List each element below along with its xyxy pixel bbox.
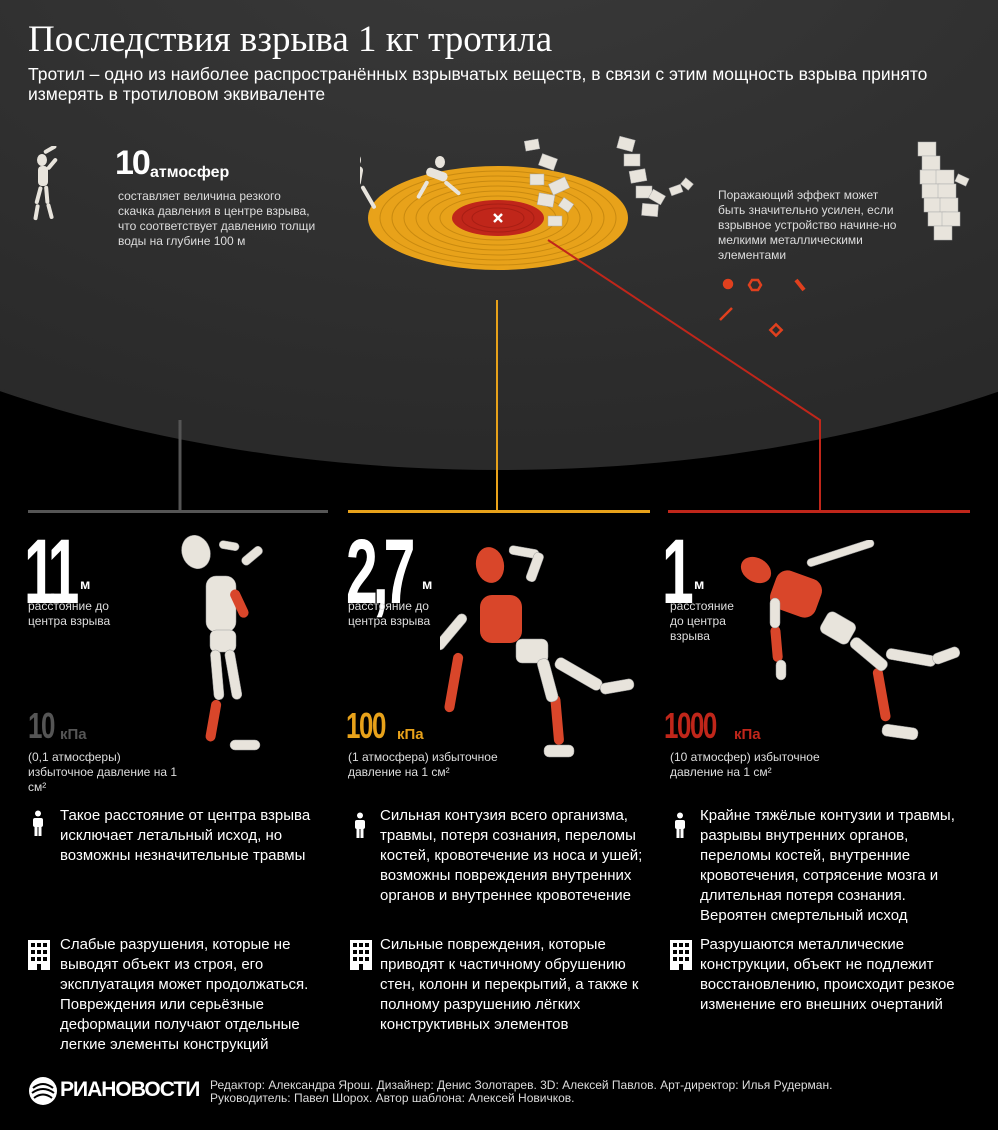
blast-center-marker <box>493 213 503 223</box>
center-pressure-unit: атмосфер <box>150 164 230 181</box>
center-pressure-description: составляет величина резкого скачка давле… <box>118 189 316 248</box>
connector-lines <box>178 239 821 512</box>
nut-fragment-icon <box>747 278 763 292</box>
col1-human-effect: Такое расстояние от центра взрыва исключ… <box>60 807 311 864</box>
col1-building-icon <box>28 940 50 970</box>
col1-distance: 11 <box>24 521 79 623</box>
col2-pressure-unit: кПа <box>397 726 424 743</box>
col1-building-effect: Слабые разрушения, которые не выводят об… <box>60 936 309 1053</box>
column-3-line <box>668 510 970 513</box>
enhancement-description: Поражающий эффект может быть значительно… <box>718 188 897 262</box>
debris-blocks <box>523 135 694 227</box>
washer-fragment-icon <box>768 322 784 338</box>
col3-pressure-unit: кПа <box>734 726 761 743</box>
col2-building-effect: Сильные повреждения, которые приводят к … <box>380 936 639 1033</box>
explosion-rings-diagram <box>360 135 694 270</box>
col3-distance: 1 <box>662 521 694 623</box>
page-subtitle: Тротил – одно из наиболее распространённ… <box>28 64 928 104</box>
col1-distance-unit: м <box>80 576 91 592</box>
col3-distance-unit: м <box>694 576 705 592</box>
col1-person-icon <box>33 810 43 836</box>
col2-distance-unit: м <box>422 576 433 592</box>
col2-distance: 2,7 <box>346 521 415 623</box>
col3-person-icon <box>675 812 685 838</box>
col3-pressure-desc: (10 атмосфер) избыточное давление на 1 с… <box>670 750 820 779</box>
col2-pressure-desc: (1 атмосфера) избыточное давление на 1 с… <box>348 750 498 779</box>
col2-distance-label: расстояние до центра взрыва <box>348 599 431 628</box>
col1-pressure-desc: (0,1 атмосферы) избыточное давление на 1… <box>28 750 177 794</box>
bolt-fragment-icon <box>794 278 806 292</box>
ria-logo-icon <box>29 1077 57 1105</box>
page-title: Последствия взрыва 1 кг тротила <box>28 19 553 60</box>
col3-building-effect: Разрушаются металлические конструкции, о… <box>700 936 955 1013</box>
col2-human-effect: Сильная контузия всего организма, травмы… <box>380 807 643 904</box>
col3-pressure: 1000 <box>664 705 717 746</box>
ring-figure-standing <box>360 156 376 209</box>
col1-pressure: 10 <box>28 705 55 746</box>
col2-building-icon <box>350 940 372 970</box>
column-1-line <box>28 510 328 513</box>
small-figure-icon <box>33 146 58 221</box>
nail-fragment-icon <box>719 307 733 321</box>
wall-icon <box>917 141 970 241</box>
col2-pressure: 100 <box>346 705 386 746</box>
column-2-line <box>348 510 650 513</box>
center-pressure-value: 10 <box>115 144 151 182</box>
ria-logo-text: РИАНОВОСТИ <box>60 1078 200 1101</box>
col3-mannequin-figure <box>740 540 961 741</box>
ball-fragment-icon <box>722 278 734 290</box>
metal-fragments-icons <box>719 278 806 338</box>
col3-distance-label: расстояние до центра взрыва <box>670 599 734 643</box>
col1-mannequin-figure <box>181 535 263 751</box>
ring-figure-falling <box>416 156 461 199</box>
col1-distance-label: расстояние до центра взрыва <box>28 599 111 628</box>
footer-credits: Редактор: Александра Ярош. Дизайнер: Ден… <box>210 1078 833 1105</box>
col2-mannequin-figure <box>440 545 635 758</box>
col1-pressure-unit: кПа <box>60 726 87 743</box>
col2-person-icon <box>355 812 365 838</box>
col3-building-icon <box>670 940 692 970</box>
col3-human-effect: Крайне тяжёлые контузии и травмы, разрыв… <box>700 807 955 924</box>
